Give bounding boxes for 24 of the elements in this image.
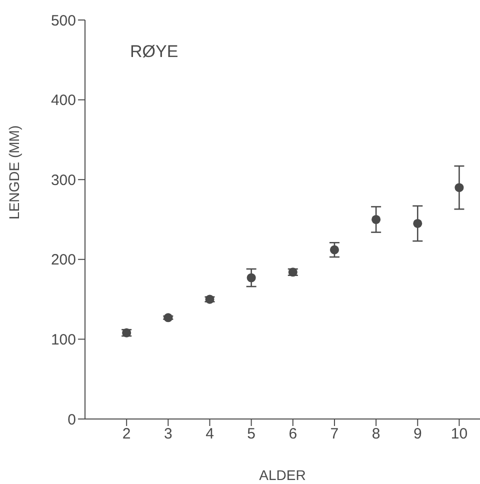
- y-tick-label: 400: [50, 92, 76, 110]
- y-tick-label: 0: [68, 411, 76, 428]
- point: [413, 218, 422, 228]
- point: [246, 273, 256, 282]
- y-tick-label: 500: [50, 12, 76, 30]
- point: [454, 183, 464, 192]
- x-tick-label: 7: [330, 426, 339, 443]
- x-tick-label: 10: [450, 426, 468, 443]
- y-tick-label: 100: [50, 332, 76, 349]
- x-tick-label: 4: [206, 426, 214, 443]
- x-tick-label: 5: [247, 426, 256, 443]
- x-axis-title: ALDER: [259, 467, 306, 483]
- point: [330, 245, 339, 254]
- point: [164, 313, 173, 322]
- x-tick-label: 9: [413, 426, 422, 443]
- x-tick-label: 2: [122, 426, 131, 443]
- point: [372, 214, 381, 224]
- y-tick-label: 200: [50, 252, 76, 269]
- x-tick-label: 6: [288, 426, 298, 443]
- x-tick-label: 3: [164, 426, 172, 443]
- text: RØYE: [130, 42, 178, 62]
- y-tick-label: 300: [50, 172, 76, 189]
- y-axis-title: LENGDE (MM): [6, 125, 22, 220]
- x-tick-label: 8: [372, 426, 380, 443]
